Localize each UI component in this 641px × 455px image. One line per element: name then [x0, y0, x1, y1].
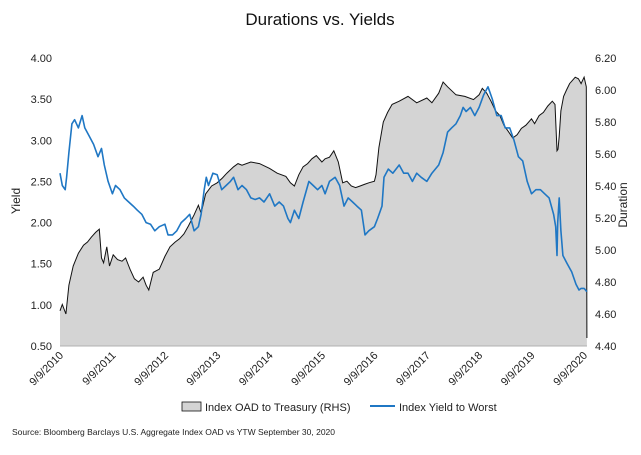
right-tick-label: 4.80: [595, 277, 616, 289]
right-axis-ticks: 6.20 6.00 5.80 5.60 5.40 5.20 5.00 4.80 4.60 4.40: [595, 53, 616, 353]
x-tick-label: 9/9/2017: [394, 350, 433, 389]
right-tick-label: 5.60: [595, 149, 616, 161]
x-tick-label: 9/9/2010: [27, 350, 66, 389]
legend-label-duration: Index OAD to Treasury (RHS): [205, 402, 351, 414]
right-tick-label: 4.60: [595, 309, 616, 321]
yield-line-group: [59, 86, 588, 293]
right-tick-label: 5.40: [595, 181, 616, 193]
x-tick-label: 9/9/2012: [132, 350, 171, 389]
x-tick-label: 9/9/2014: [237, 350, 276, 389]
source-note: Source: Bloomberg Barclays U.S. Aggregat…: [12, 427, 336, 437]
left-tick-label: 3.00: [31, 135, 52, 147]
left-tick-label: 3.50: [31, 94, 52, 106]
chart-title: Durations vs. Yields: [245, 10, 394, 29]
x-axis-ticks: 9/9/2010 9/9/2011 9/9/2012 9/9/2013 9/9/2014…: [27, 350, 590, 389]
x-tick-label: 9/9/2020: [551, 350, 590, 389]
left-axis-ticks: 4.00 3.50 3.00 2.50 2.00 1.50 1.00 0.50: [31, 53, 52, 353]
duration-area-fill: [60, 77, 587, 346]
legend-swatch-duration: [181, 401, 202, 412]
left-tick-label: 0.50: [31, 341, 52, 353]
x-tick-label: 9/9/2011: [80, 350, 118, 388]
left-tick-label: 1.50: [31, 259, 52, 271]
duration-area-group: [59, 75, 588, 346]
right-axis-title: Duration: [616, 182, 630, 227]
left-tick-label: 2.00: [31, 218, 52, 230]
left-tick-label: 2.50: [31, 176, 52, 188]
x-tick-label: 9/9/2016: [342, 350, 381, 389]
right-tick-label: 5.80: [595, 117, 616, 129]
x-tick-label: 9/9/2015: [289, 350, 328, 389]
x-tick-label: 9/9/2013: [185, 350, 224, 389]
legend: Index OAD to Treasury (RHS) Index Yield …: [181, 401, 497, 414]
right-tick-label: 4.40: [595, 341, 616, 353]
x-tick-label: 9/9/2018: [446, 350, 485, 389]
left-tick-label: 1.00: [31, 300, 52, 312]
duration-area-edge: [59, 75, 588, 339]
yield-line: [59, 86, 588, 293]
legend-label-yield: Index Yield to Worst: [399, 402, 497, 414]
left-tick-label: 4.00: [31, 53, 52, 65]
right-tick-label: 6.20: [595, 53, 616, 65]
x-tick-label: 9/9/2019: [499, 350, 538, 389]
right-tick-label: 6.00: [595, 85, 616, 97]
right-tick-label: 5.00: [595, 245, 616, 257]
right-tick-label: 5.20: [595, 213, 616, 225]
left-axis-title: Yield: [9, 188, 23, 214]
